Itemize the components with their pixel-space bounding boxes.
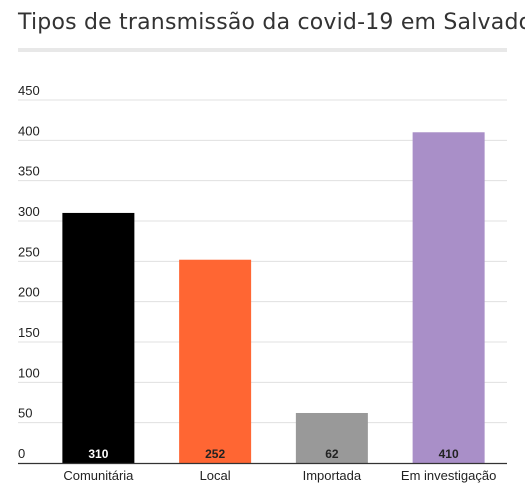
chart-title: Tipos de transmissão da covid-19 em Salv… <box>18 10 525 35</box>
x-tick-label: Comunitária <box>63 468 134 483</box>
data-label: 62 <box>325 447 339 461</box>
bar <box>295 412 368 463</box>
bar <box>62 212 135 463</box>
data-label: 310 <box>88 447 108 461</box>
x-tick-label: Em investigação <box>401 468 496 483</box>
y-tick-label: 400 <box>18 123 40 138</box>
data-labels: 310 252 62 410 <box>88 447 459 461</box>
y-tick-label: 250 <box>18 244 40 259</box>
y-tick-label: 450 <box>18 83 40 98</box>
y-tick-label: 200 <box>18 285 40 300</box>
title-divider <box>18 48 507 52</box>
x-tick-label: Local <box>200 468 231 483</box>
bars <box>62 132 485 463</box>
y-tick-label: 100 <box>18 365 40 380</box>
bar <box>412 132 485 463</box>
y-axis-ticks: 0 50 100 150 200 250 300 350 400 450 <box>18 83 40 461</box>
x-tick-label: Importada <box>303 468 362 483</box>
data-label: 410 <box>439 447 459 461</box>
y-tick-label: 50 <box>18 406 32 421</box>
y-tick-label: 350 <box>18 164 40 179</box>
y-tick-label: 0 <box>18 446 25 461</box>
data-label: 252 <box>205 447 225 461</box>
y-tick-label: 300 <box>18 204 40 219</box>
y-tick-label: 150 <box>18 325 40 340</box>
x-axis-ticks: Comunitária Local Importada Em investigação <box>63 468 496 483</box>
bar <box>179 259 252 463</box>
